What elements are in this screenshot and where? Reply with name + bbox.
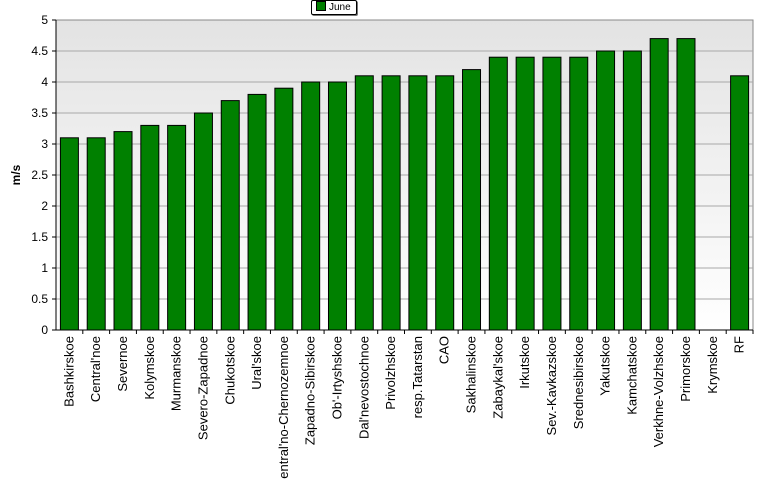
bar <box>622 50 642 331</box>
bars <box>59 38 750 331</box>
x-tick-label: Zabaykal'skoe <box>490 336 505 419</box>
y-tick-label: 0 <box>41 323 48 337</box>
bar <box>542 56 562 331</box>
bar <box>193 112 213 331</box>
bar <box>676 38 696 331</box>
bar <box>730 75 750 331</box>
y-tick-label: 2 <box>41 199 48 213</box>
bar <box>462 69 482 331</box>
x-tick-label: Bashkirskoe <box>61 336 76 407</box>
legend-label-june: June <box>329 2 351 13</box>
bar <box>274 87 294 331</box>
x-tick-label: Ural'skoe <box>249 336 264 390</box>
y-tick-label: 5 <box>41 13 48 27</box>
legend: June <box>311 0 357 15</box>
y-tick-label: 1 <box>41 261 48 275</box>
y-tick-label: 1.5 <box>31 230 48 244</box>
bar <box>220 100 240 331</box>
bar <box>301 81 321 331</box>
bar <box>596 50 616 331</box>
x-tick-label: Murmanskoe <box>169 336 184 411</box>
x-tick-label: Central'no-Chernozemnoe <box>276 336 291 479</box>
bar <box>140 124 160 331</box>
bar <box>327 81 347 331</box>
x-tick-label: Primorskoe <box>678 336 693 402</box>
x-tick-label: Yakutskoe <box>598 336 613 396</box>
bar <box>113 131 133 331</box>
x-tick-label: Kolymskoe <box>142 336 157 400</box>
y-tick-label: 0.5 <box>31 292 48 306</box>
x-tick-label: RF <box>732 336 747 353</box>
x-tick-label: Ob'-Irtyshskoe <box>329 336 344 419</box>
x-tick-label: resp.Tatarstan <box>410 336 425 418</box>
bar <box>515 56 535 331</box>
bar <box>435 75 455 331</box>
bar <box>354 75 374 331</box>
y-tick-label: 3.5 <box>31 106 48 120</box>
bar <box>86 137 106 331</box>
x-tick-label: Sev.-Kavkazskoe <box>544 336 559 435</box>
x-tick-label: Kamchatskoe <box>624 336 639 415</box>
y-tick-label: 2.5 <box>31 168 48 182</box>
y-axis-title: m/s <box>9 164 23 185</box>
y-tick-label: 3 <box>41 137 48 151</box>
x-tick-label: Severnoe <box>115 336 130 392</box>
x-tick-label: Dal'nevostochnoe <box>356 336 371 439</box>
bar <box>408 75 428 331</box>
bar <box>247 93 267 331</box>
x-tick-label: Chukotskoe <box>222 336 237 405</box>
bar <box>488 56 508 331</box>
bar <box>649 38 669 331</box>
y-tick-label: 4 <box>41 75 48 89</box>
legend-swatch-june <box>316 1 326 11</box>
bar <box>569 56 589 331</box>
bar <box>381 75 401 331</box>
x-axis: Bashkirskoe Central'noe Severnoe Kolymskoe M… <box>61 330 754 479</box>
bar <box>167 124 187 331</box>
x-tick-label: Severo-Zapadnoe <box>195 336 210 440</box>
x-tick-label: CAO <box>437 336 452 364</box>
x-tick-label: Irkutskoe <box>517 336 532 389</box>
x-tick-label: Central'noe <box>88 336 103 402</box>
x-tick-label: Verkhne-Volzhskoe <box>651 336 666 447</box>
x-tick-label: Srednesibirskoe <box>571 336 586 429</box>
x-tick-label: Privolzhskoe <box>383 336 398 410</box>
x-tick-label: Zapadno-Sibirskoe <box>303 336 318 445</box>
bar <box>59 137 79 331</box>
x-tick-label: Sakhalinskoe <box>464 336 479 413</box>
x-tick-label: Krymskoe <box>705 336 720 394</box>
y-tick-label: 4.5 <box>31 44 48 58</box>
